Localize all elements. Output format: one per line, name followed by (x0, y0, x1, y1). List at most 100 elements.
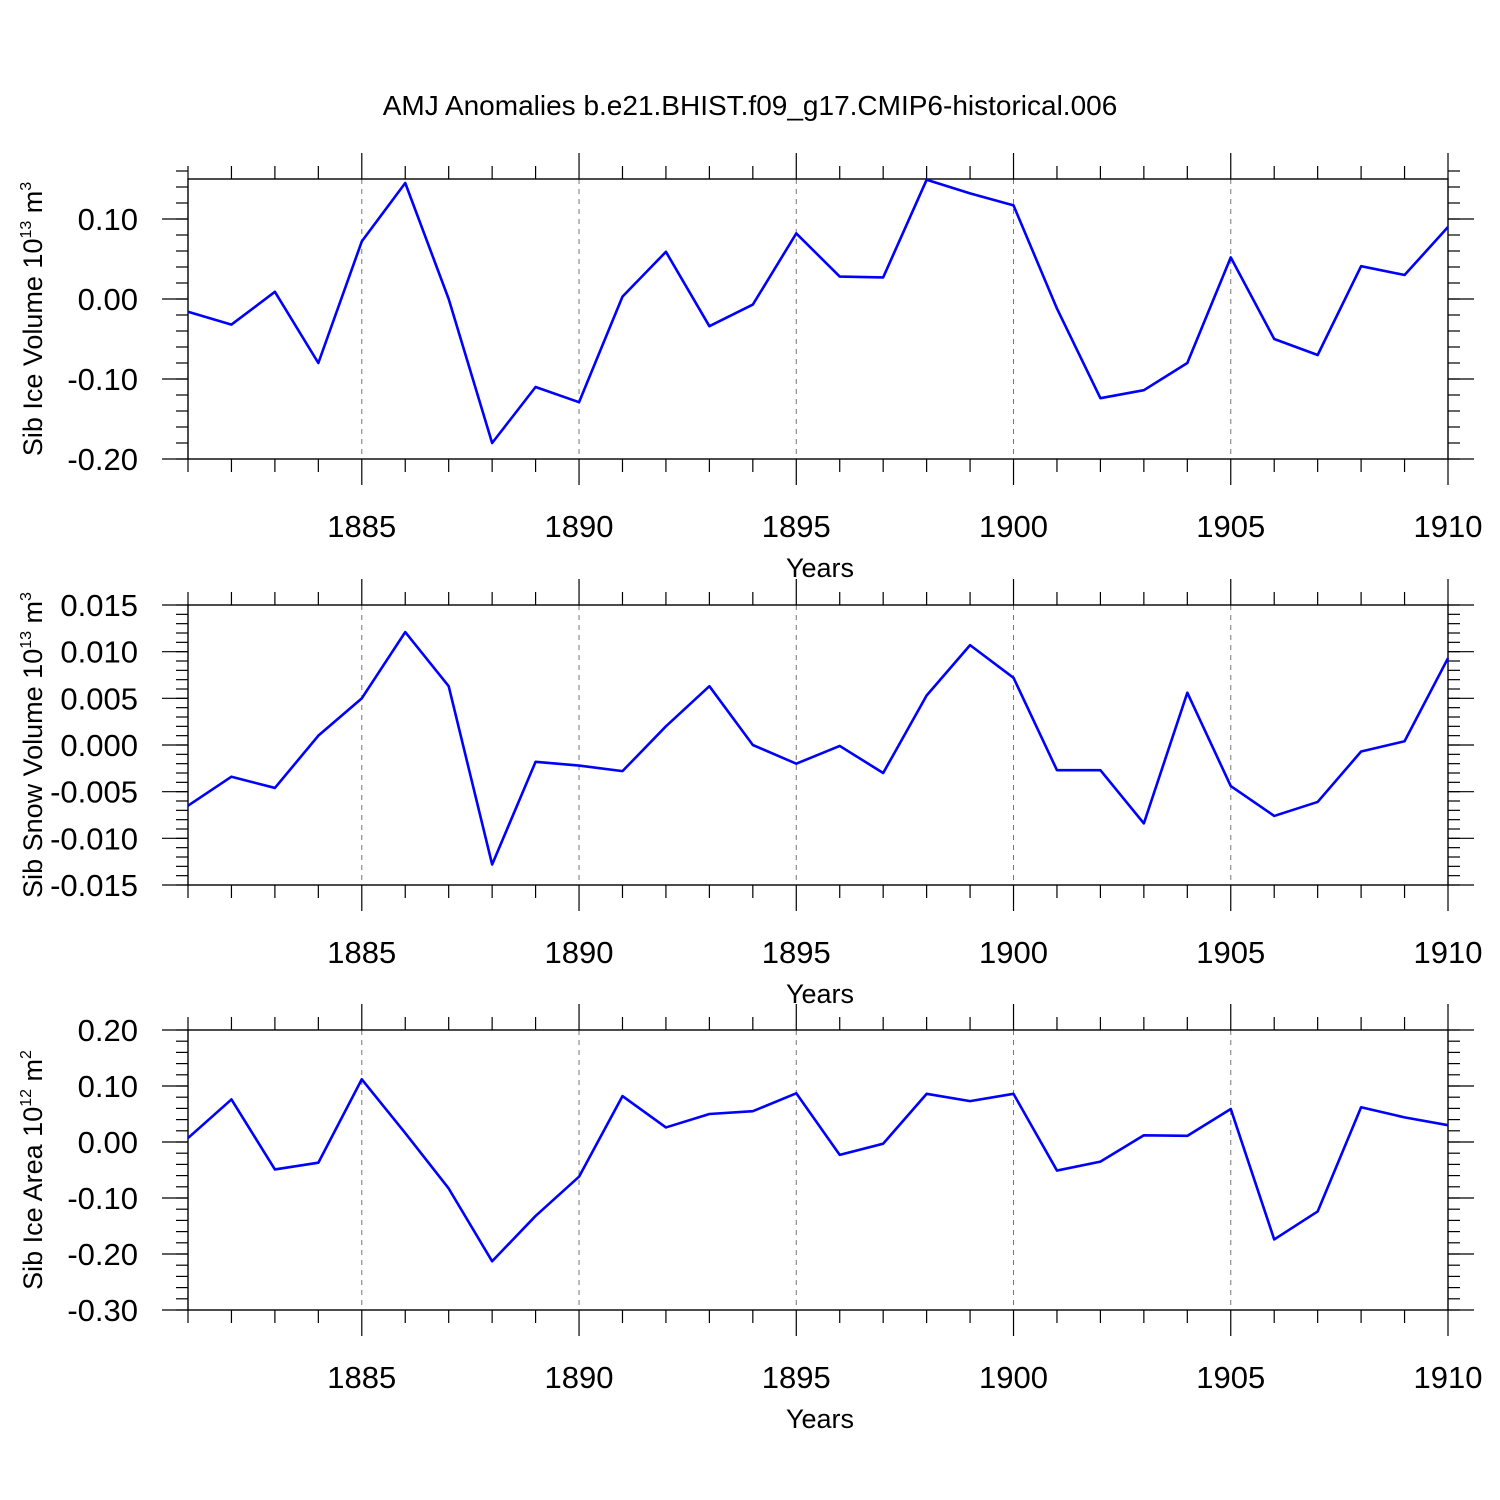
data-point (229, 323, 233, 327)
y-axis-title-text: m (18, 191, 48, 221)
y-tick-label: 0.00 (78, 282, 138, 317)
data-point (1403, 1115, 1407, 1119)
data-point (707, 1112, 711, 1116)
y-tick-label: -0.005 (50, 775, 138, 810)
y-tick-label: 0.010 (60, 635, 138, 670)
data-point (1446, 225, 1450, 229)
y-tick-label: -0.20 (67, 1237, 138, 1272)
panel-ice_volume: -0.20 -0.10 0.00 0.10 1885 1890 1895 1900 1905 19… (18, 153, 1482, 583)
x-tick-label: 1905 (1196, 1360, 1265, 1395)
data-point (664, 1125, 668, 1129)
data-point (186, 310, 190, 314)
data-point (1403, 739, 1407, 743)
data-point (1055, 1169, 1059, 1173)
data-point (620, 295, 624, 299)
x-tick-label: 1885 (327, 935, 396, 970)
data-point (577, 764, 581, 768)
data-point (1055, 768, 1059, 772)
data-point (447, 297, 451, 301)
y-axis-title-text: m (18, 1059, 48, 1089)
y-axis-title-text: m (18, 601, 48, 631)
x-tick-label: 1890 (545, 509, 614, 544)
data-point (1055, 307, 1059, 311)
data-point (620, 1094, 624, 1098)
data-point (707, 684, 711, 688)
data-point (751, 1109, 755, 1113)
x-axis-title: Years (786, 1404, 854, 1434)
panel-ice_area: -0.30 -0.20 -0.10 0.00 0.10 0.20 1885 1890 1895 1… (18, 1004, 1482, 1434)
y-tick-label: 0.20 (78, 1013, 138, 1048)
data-point (1185, 1134, 1189, 1138)
data-point (794, 762, 798, 766)
data-point (1446, 1123, 1450, 1127)
data-point (316, 734, 320, 738)
data-point (925, 1092, 929, 1096)
x-tick-label: 1895 (762, 1360, 831, 1395)
data-point (1316, 353, 1320, 357)
data-point (1012, 676, 1016, 680)
x-tick-label: 1890 (545, 935, 614, 970)
x-tick-label: 1900 (979, 935, 1048, 970)
data-point (1359, 264, 1363, 268)
y-axis-title-superscript: 13 (18, 221, 35, 239)
data-point (707, 324, 711, 328)
data-point (1272, 814, 1276, 818)
data-point (1272, 1237, 1276, 1241)
data-point (229, 775, 233, 779)
y-tick-label: -0.30 (67, 1293, 138, 1328)
y-axis-title-superscript: 2 (18, 1050, 35, 1059)
data-point (534, 760, 538, 764)
x-axis-title: Years (786, 553, 854, 583)
y-axis-title-text: Sib Ice Area 10 (18, 1107, 48, 1290)
x-tick-label: 1910 (1414, 1360, 1483, 1395)
data-point (1446, 656, 1450, 660)
data-point (1012, 203, 1016, 207)
x-tick-label: 1910 (1414, 509, 1483, 544)
data-point (1229, 784, 1233, 788)
y-axis-title: Sib Ice Volume 1013 m3 (18, 182, 48, 456)
x-tick-label: 1895 (762, 935, 831, 970)
y-tick-label: 0.000 (60, 728, 138, 763)
x-tick-label: 1905 (1196, 509, 1265, 544)
x-axis-title: Years (786, 979, 854, 1009)
y-axis-title-superscript: 12 (18, 1089, 35, 1107)
x-tick-label: 1910 (1414, 935, 1483, 970)
data-point (794, 231, 798, 235)
x-tick-label: 1890 (545, 1360, 614, 1395)
data-point (1185, 691, 1189, 695)
data-point (490, 1259, 494, 1263)
y-tick-label: 0.015 (60, 588, 138, 623)
data-point (1229, 255, 1233, 259)
y-tick-label: -0.10 (67, 362, 138, 397)
data-point (490, 441, 494, 445)
data-point (925, 694, 929, 698)
data-point (1272, 337, 1276, 341)
plot-frame (187, 604, 1449, 886)
data-point (403, 1131, 407, 1135)
data-point (838, 744, 842, 748)
data-point (534, 385, 538, 389)
data-point (925, 178, 929, 182)
y-tick-label: -0.20 (67, 442, 138, 477)
data-point (664, 250, 668, 254)
data-point (403, 181, 407, 185)
data-point (534, 1214, 538, 1218)
data-point (881, 1142, 885, 1146)
data-point (751, 743, 755, 747)
y-tick-label: -0.10 (67, 1181, 138, 1216)
data-point (577, 400, 581, 404)
data-point (881, 771, 885, 775)
data-point (273, 1167, 277, 1171)
data-point (273, 290, 277, 294)
y-axis-title: Sib Ice Area 1012 m2 (18, 1050, 48, 1290)
data-point (1098, 768, 1102, 772)
data-series-line (187, 630, 1450, 866)
y-tick-label: 0.10 (78, 202, 138, 237)
y-axis-title-superscript: 3 (18, 182, 35, 191)
data-point (186, 1136, 190, 1140)
data-point (881, 275, 885, 279)
data-point (968, 191, 972, 195)
x-tick-label: 1895 (762, 509, 831, 544)
x-tick-label: 1905 (1196, 935, 1265, 970)
